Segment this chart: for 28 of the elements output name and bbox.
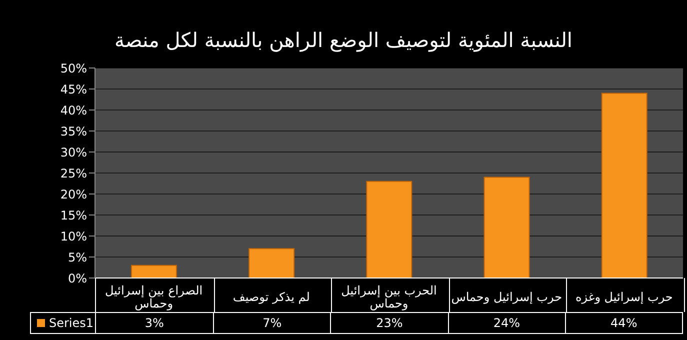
legend-label: Series1 — [49, 316, 94, 330]
x-tick-label: حرب إسرائيل وحماس — [451, 290, 562, 304]
y-tick-label: 30% — [60, 145, 87, 160]
bar — [366, 180, 412, 278]
y-tick-label: 40% — [60, 103, 87, 118]
data-label: 7% — [213, 313, 330, 333]
data-label: 3% — [144, 315, 165, 332]
y-tick-label: 10% — [60, 229, 87, 244]
x-tick-label: الصراع بين إسرائيل وحماس — [104, 284, 203, 310]
y-tick-label: 15% — [60, 208, 87, 222]
y-tick-label: 25% — [60, 166, 87, 180]
bar — [248, 248, 295, 278]
y-tick-label: 20% — [60, 187, 87, 202]
x-tick-label: لم يذكر توصيف — [232, 290, 310, 304]
data-label: 23% — [330, 313, 448, 333]
y-tick-label: 35% — [60, 124, 87, 138]
bar — [130, 264, 177, 278]
y-tick-label: 50% — [60, 61, 87, 76]
x-tick-label: حرب إسرائيل وغزه — [576, 290, 673, 304]
y-tick-label: 0% — [68, 271, 87, 286]
y-tick-label: 5% — [68, 250, 87, 264]
y-tick-label: 45% — [60, 82, 87, 96]
bar — [484, 176, 530, 278]
x-tick-label: الحرب بين إسرائيل وحماس — [341, 284, 437, 310]
bar — [601, 92, 648, 278]
chart-title: النسبة المئوية لتوصيف الوضع الراهن بالنسبة لكل منصة — [114, 28, 574, 52]
data-label: 24% — [448, 313, 565, 333]
data-label: 44% — [564, 313, 682, 333]
